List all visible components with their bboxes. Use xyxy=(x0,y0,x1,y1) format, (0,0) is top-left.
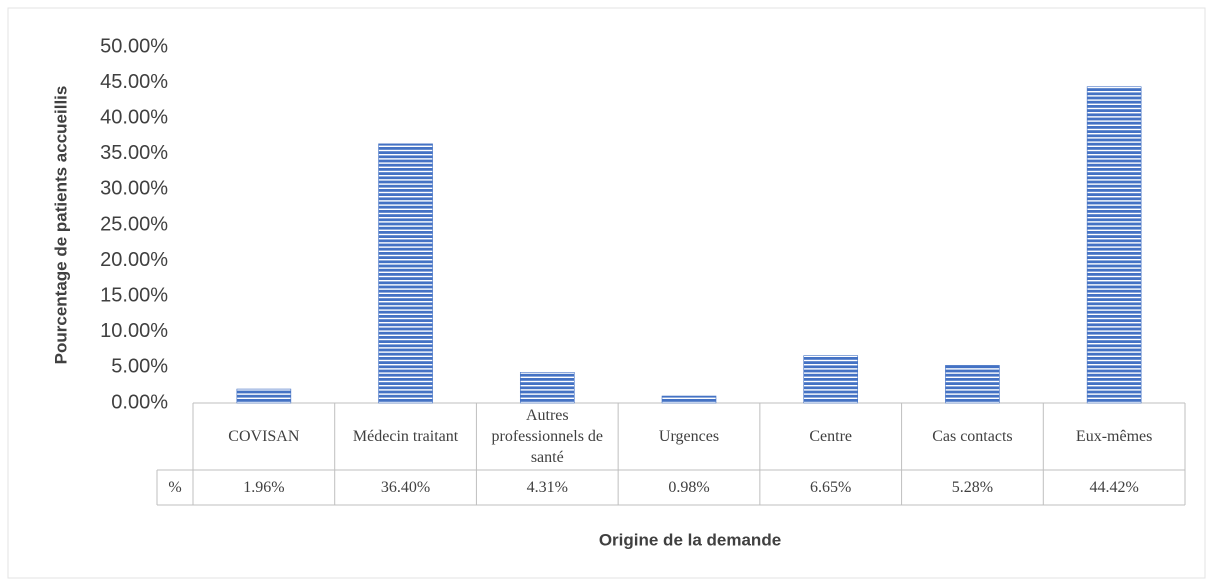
category-label: Urgences xyxy=(658,428,720,445)
value-label: 4.31% xyxy=(526,479,568,496)
category-label: Autres professionnels de santé xyxy=(491,407,604,466)
y-tick-label: 35.00% xyxy=(100,142,168,164)
x-axis-title: Origine de la demande xyxy=(599,530,781,549)
bar xyxy=(661,395,717,404)
y-tick-label: 45.00% xyxy=(100,71,168,93)
bar xyxy=(519,372,575,404)
y-tick-label: 10.00% xyxy=(100,320,168,342)
bar xyxy=(803,355,859,404)
category-label: Eux-mêmes xyxy=(1075,428,1153,445)
y-tick-label: 25.00% xyxy=(100,213,168,235)
value-label: 6.65% xyxy=(810,479,852,496)
bar xyxy=(945,365,1000,404)
y-tick-label: 5.00% xyxy=(111,356,168,378)
y-tick-label: 40.00% xyxy=(100,106,168,128)
category-label: Centre xyxy=(809,428,853,445)
value-label: 1.96% xyxy=(243,479,285,496)
chart-border xyxy=(7,7,1206,579)
value-label: 44.42% xyxy=(1089,479,1139,496)
category-label: Médecin traitant xyxy=(352,428,459,445)
value-label: 0.98% xyxy=(668,479,710,496)
y-tick-label: 30.00% xyxy=(100,178,168,200)
bar xyxy=(378,143,433,404)
value-label: 5.28% xyxy=(951,479,994,496)
y-tick-label: 0.00% xyxy=(111,391,168,413)
y-tick-label: 50.00% xyxy=(100,35,168,57)
y-tick-label: 20.00% xyxy=(100,249,168,271)
category-label: Cas contacts xyxy=(932,428,1013,445)
bar xyxy=(1086,86,1142,404)
category-label: COVISAN xyxy=(228,428,300,445)
y-axis-title: Pourcentage de patients accueillis xyxy=(51,86,70,365)
table-row-label: % xyxy=(168,479,182,496)
y-tick-label: 15.00% xyxy=(100,284,168,306)
value-label: 36.40% xyxy=(380,479,431,496)
bar xyxy=(236,388,292,404)
